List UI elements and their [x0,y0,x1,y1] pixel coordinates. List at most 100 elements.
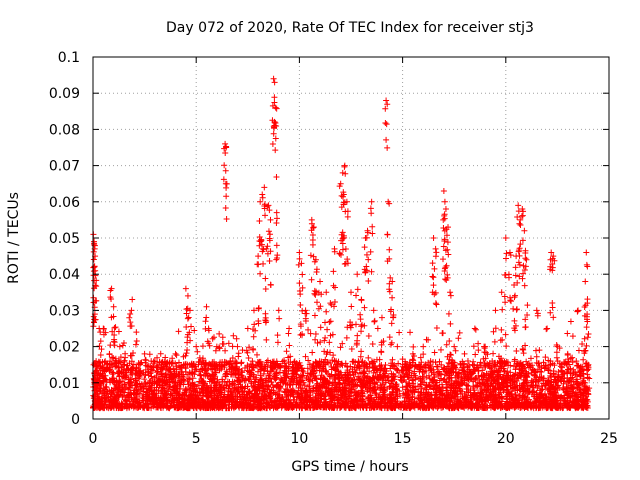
data-point [251,321,258,328]
data-point [255,359,262,366]
data-point [141,376,148,383]
data-point [108,361,115,368]
data-point [409,377,416,384]
data-point [223,216,230,223]
data-point [365,354,372,361]
data-point [321,359,328,366]
data-point [263,375,270,382]
data-point [146,351,153,358]
data-point [193,343,200,350]
data-point [125,394,132,401]
data-point [473,374,480,381]
data-point [283,348,290,355]
data-point [246,344,253,351]
data-point [455,377,462,384]
data-point [373,404,380,411]
data-point [503,393,510,400]
data-point [90,256,97,263]
data-point [157,350,164,357]
data-point [223,193,230,200]
data-point [403,370,410,377]
data-point [584,334,591,341]
data-point [266,372,273,379]
data-point [140,385,147,392]
data-point [91,263,98,270]
data-point [475,347,482,354]
data-point [191,327,198,334]
data-point [302,353,309,360]
data-point [233,335,240,342]
data-point [564,330,571,337]
data-point [164,387,171,394]
data-point [417,354,424,361]
data-point [560,370,567,377]
data-point [569,359,576,366]
data-point [364,379,371,386]
data-point [203,303,210,310]
data-point [343,334,350,341]
data-point [110,303,117,310]
data-point [331,375,338,382]
data-point [102,383,109,390]
data-point [241,388,248,395]
data-point [438,371,445,378]
data-point [299,372,306,379]
data-point [116,343,123,350]
data-point [115,328,122,335]
data-point [337,344,344,351]
data-point [214,376,221,383]
data-point [452,347,459,354]
data-point [567,318,574,325]
data-point [461,390,468,397]
data-point [268,379,275,385]
data-point [142,356,149,363]
data-point [234,343,241,350]
data-point [199,343,206,350]
data-point [184,346,191,353]
data-point [450,359,457,366]
data-point [497,360,504,367]
data-point [553,342,560,349]
data-point [127,319,134,326]
data-point [203,314,210,321]
data-point [244,363,251,370]
data-point [532,382,539,389]
data-point [133,329,140,336]
data-point [584,374,591,381]
data-point [158,371,165,378]
data-point [117,387,124,394]
data-point [283,373,290,380]
data-point [519,345,526,352]
data-point [470,383,477,390]
data-point [389,356,396,363]
data-point [474,361,481,368]
data-point [409,394,416,401]
data-point [314,339,321,346]
data-point [264,399,271,406]
data-point [407,329,414,336]
data-point [436,358,443,365]
data-point [396,329,403,336]
data-point [330,352,337,359]
data-point [154,369,161,376]
data-point [399,377,406,384]
data-point [433,324,440,331]
data-point [490,328,497,335]
data-point [194,348,201,355]
data-point [309,349,316,356]
data-point [179,391,186,398]
data-point [323,384,330,391]
data-point [394,343,401,350]
data-point [249,345,256,352]
data-point [571,392,578,399]
data-point [235,381,242,388]
data-point [222,149,229,156]
data-point [184,292,191,299]
data-point [173,352,180,359]
data-point [536,347,543,354]
data-point [438,387,445,394]
data-point [219,334,226,341]
data-point [272,376,279,383]
data-point [128,307,135,314]
data-point [222,204,229,211]
